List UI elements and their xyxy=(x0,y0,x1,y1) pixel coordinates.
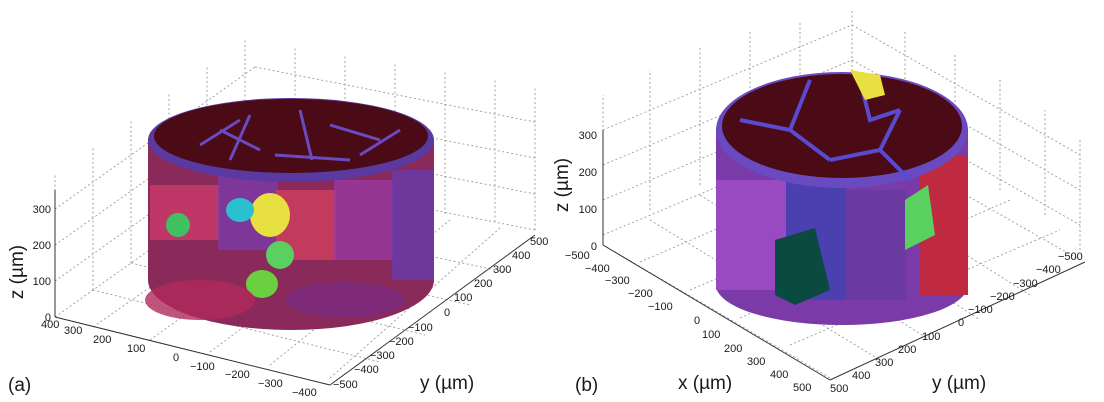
y-tick-b-4: 100 xyxy=(922,331,940,343)
panel-a-z-ticks: 0 100 200 300 xyxy=(33,204,51,324)
grain-b-3 xyxy=(846,190,906,300)
grain-a-5 xyxy=(392,170,434,280)
z-tick-a-0: 0 xyxy=(45,312,51,324)
panel-a-y-axis-label: y (µm) xyxy=(420,373,474,394)
panel-b-axes xyxy=(602,130,1086,381)
sample-a-grain-boundaries xyxy=(199,109,401,162)
panel-a-x-ticks: 400 300 200 100 0 −100 −200 −300 −400 xyxy=(41,319,317,399)
y-tick-b-3: 200 xyxy=(898,344,916,356)
x-tick-a-1: 300 xyxy=(64,325,82,337)
grain-a-4 xyxy=(334,180,394,260)
z-tick-b-0: 0 xyxy=(591,241,597,253)
y-tick-b-0: 500 xyxy=(830,383,848,395)
panel-a-axes xyxy=(54,190,536,386)
panel-b-y-ticks: 500 400 300 200 100 0 −100 −200 −300 −40… xyxy=(830,251,1083,395)
x-tick-a-5: −100 xyxy=(190,361,215,373)
grain-b-green xyxy=(905,185,935,250)
x-tick-b-3: −200 xyxy=(628,288,653,300)
x-tick-b-0: −500 xyxy=(565,250,590,262)
panel-b-z-ticks: 0 100 200 300 xyxy=(579,130,597,253)
y-tick-a-9: 400 xyxy=(512,250,530,262)
sample-b xyxy=(716,70,968,325)
grain-b-yellow xyxy=(850,70,885,100)
y-tick-b-8: −300 xyxy=(1013,278,1038,290)
y-tick-b-5: 0 xyxy=(958,317,964,329)
sample-a-top xyxy=(154,99,428,173)
panel-b-x-ticks: −500 −400 −300 −200 −100 0 100 200 300 4… xyxy=(565,250,811,394)
y-tick-a-10: 500 xyxy=(530,236,548,248)
sample-b-top xyxy=(722,74,962,178)
x-tick-a-4: 0 xyxy=(173,352,179,364)
panel-b-x-axis-label: x (µm) xyxy=(678,373,732,394)
x-tick-b-2: −300 xyxy=(605,275,630,287)
grain-a-green3 xyxy=(166,213,190,237)
y-tick-a-7: 200 xyxy=(474,278,492,290)
z-tick-a-3: 300 xyxy=(33,204,51,216)
x-tick-b-7: 200 xyxy=(724,343,742,355)
grain-b-1 xyxy=(716,180,786,290)
z-tick-b-3: 300 xyxy=(579,130,597,142)
x-tick-b-4: −100 xyxy=(648,301,673,313)
y-tick-a-0: −500 xyxy=(333,379,358,391)
x-tick-b-9: 400 xyxy=(770,369,788,381)
y-tick-b-2: 300 xyxy=(875,357,893,369)
z-tick-a-2: 200 xyxy=(33,240,51,252)
x-tick-b-6: 100 xyxy=(702,329,720,341)
x-tick-b-8: 300 xyxy=(747,356,765,368)
z-tick-b-2: 200 xyxy=(579,167,597,179)
x-tick-a-6: −200 xyxy=(225,369,250,381)
x-tick-a-7: −300 xyxy=(258,378,283,390)
grain-a-yellow xyxy=(250,193,290,237)
x-tick-a-3: 100 xyxy=(127,343,145,355)
x-tick-a-0: 400 xyxy=(41,319,59,331)
x-tick-b-10: 500 xyxy=(793,382,811,394)
grain-a-cyan xyxy=(226,198,254,222)
panel-b-y-axis-label: y (µm) xyxy=(932,373,986,394)
x-tick-a-8: −400 xyxy=(292,387,317,399)
grain-a-green2 xyxy=(266,241,294,269)
y-tick-a-5: 0 xyxy=(444,307,450,319)
y-tick-b-9: −400 xyxy=(1036,264,1061,276)
panel-a: 0 100 200 300 400 300 200 100 0 −100 −20… xyxy=(7,40,548,399)
y-tick-a-2: −300 xyxy=(370,350,395,362)
grain-a-6 xyxy=(145,280,255,320)
y-tick-b-7: −200 xyxy=(990,291,1015,303)
y-tick-a-4: −100 xyxy=(408,322,433,334)
y-tick-b-10: −500 xyxy=(1058,251,1083,263)
y-tick-a-1: −400 xyxy=(354,364,379,376)
y-tick-b-1: 400 xyxy=(852,370,870,382)
grain-b-teal xyxy=(775,228,830,305)
sample-b-grain-boundaries xyxy=(739,79,912,182)
z-tick-a-1: 100 xyxy=(33,276,51,288)
y-tick-a-8: 300 xyxy=(493,264,511,276)
panel-a-z-axis-label: z (µm) xyxy=(7,245,28,299)
panel-a-letter: (a) xyxy=(8,375,31,396)
z-tick-b-1: 100 xyxy=(579,204,597,216)
y-tick-a-3: −200 xyxy=(389,336,414,348)
x-tick-b-1: −400 xyxy=(585,263,610,275)
sample-a xyxy=(145,98,434,330)
grain-a-green xyxy=(246,270,278,298)
grain-a-7 xyxy=(285,282,405,318)
panel-b-letter: (b) xyxy=(575,375,598,396)
x-tick-a-2: 200 xyxy=(93,334,111,346)
panel-b: 0 100 200 300 −500 −400 −300 −200 −100 0… xyxy=(552,10,1086,396)
x-tick-b-5: 0 xyxy=(694,315,700,327)
panel-a-y-ticks: −500 −400 −300 −200 −100 0 100 200 300 4… xyxy=(333,236,548,391)
panel-b-z-axis-label: z (µm) xyxy=(552,158,573,212)
y-tick-a-6: 100 xyxy=(454,292,472,304)
y-tick-b-6: −100 xyxy=(968,304,993,316)
